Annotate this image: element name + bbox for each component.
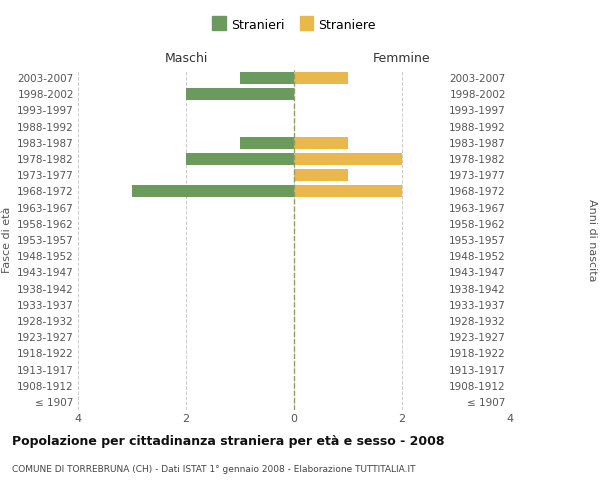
Bar — [240, 72, 294, 84]
Bar — [294, 186, 402, 198]
Text: COMUNE DI TORREBRUNA (CH) - Dati ISTAT 1° gennaio 2008 - Elaborazione TUTTITALIA: COMUNE DI TORREBRUNA (CH) - Dati ISTAT 1… — [12, 465, 415, 474]
Y-axis label: Fasce di età: Fasce di età — [2, 207, 11, 273]
Bar — [186, 153, 294, 165]
Bar — [132, 186, 294, 198]
Text: Femmine: Femmine — [373, 52, 431, 65]
Legend: Stranieri, Straniere: Stranieri, Straniere — [209, 15, 380, 36]
Text: Anni di nascita: Anni di nascita — [587, 198, 597, 281]
Bar — [240, 137, 294, 149]
Bar — [294, 169, 348, 181]
Bar — [294, 72, 348, 84]
Text: Popolazione per cittadinanza straniera per età e sesso - 2008: Popolazione per cittadinanza straniera p… — [12, 435, 445, 448]
Text: Maschi: Maschi — [164, 52, 208, 65]
Bar — [294, 137, 348, 149]
Bar — [294, 153, 402, 165]
Bar — [186, 88, 294, 101]
